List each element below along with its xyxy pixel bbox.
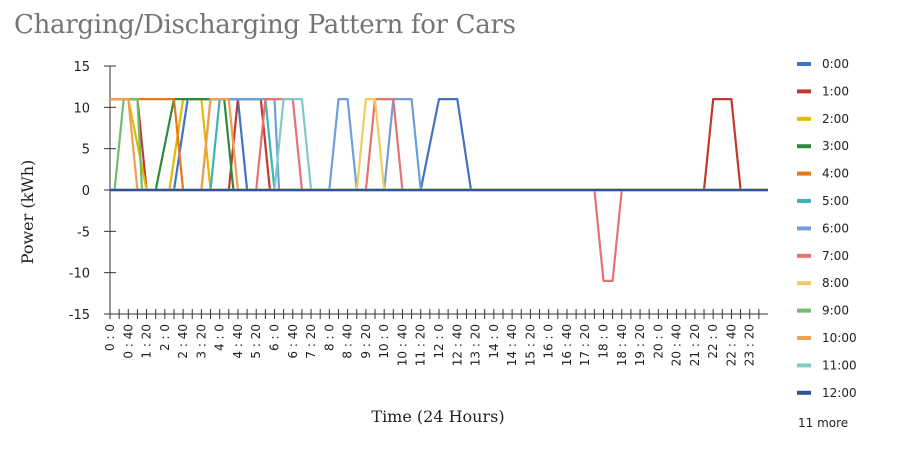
x-tick-label: 21 : 20 xyxy=(688,324,702,366)
x-tick-label: 1 : 20 xyxy=(140,324,154,359)
x-tick-label: 10 : 0 xyxy=(377,324,391,359)
x-tick-label: 4 : 40 xyxy=(231,324,245,359)
chart-title: Charging/Discharging Pattern for Cars xyxy=(14,10,516,40)
x-tick-label: 15 : 20 xyxy=(523,324,537,366)
x-tick-label: 6 : 40 xyxy=(286,324,300,359)
x-tick-label: 3 : 20 xyxy=(194,324,208,359)
x-tick-label: 7 : 20 xyxy=(304,324,318,359)
legend-swatch xyxy=(797,281,811,286)
x-tick-label: 2 : 0 xyxy=(158,324,172,351)
legend-swatch xyxy=(797,253,811,258)
x-tick-label: 0 : 0 xyxy=(103,324,117,351)
x-tick-label: 8 : 40 xyxy=(341,324,355,359)
series-line-1-00 xyxy=(110,97,768,192)
x-tick-label: 9 : 20 xyxy=(359,324,373,359)
x-tick-label: 23 : 20 xyxy=(743,324,757,366)
x-tick-label: 0 : 40 xyxy=(121,324,135,359)
legend-item-label: 7:00 xyxy=(822,249,849,263)
legend-item-label: 9:00 xyxy=(822,304,849,318)
legend-item-label: 10:00 xyxy=(822,331,857,345)
x-tick-label: 22 : 40 xyxy=(724,324,738,366)
legend: 0:00 1:00 2:00 3:00 4:00 5:00 6:00 7:00 8:00 9:00… xyxy=(797,57,857,400)
legend-swatch xyxy=(797,336,811,340)
legend-swatch xyxy=(797,390,811,395)
x-tick-label: 10 : 40 xyxy=(395,324,409,366)
legend-item-label: 1:00 xyxy=(822,84,849,98)
series-line-2-00 xyxy=(110,97,768,192)
x-tick-label: 16 : 40 xyxy=(560,324,574,366)
y-axis-label: Power (kWh) xyxy=(18,160,37,265)
legend-item-label: 0:00 xyxy=(822,57,849,71)
y-tick-label: 15 xyxy=(73,60,90,75)
y-tick-label: -10 xyxy=(69,267,90,282)
x-tick-label: 17 : 20 xyxy=(578,324,592,366)
series-line-7-00 xyxy=(110,97,768,282)
x-tick-label: 6 : 0 xyxy=(268,324,282,351)
legend-swatch xyxy=(797,144,811,149)
legend-item-label: 4:00 xyxy=(822,167,849,181)
y-tick-label: 5 xyxy=(82,143,90,158)
legend-item-label: 6:00 xyxy=(822,221,849,235)
x-tick-label: 20 : 40 xyxy=(670,324,684,366)
y-tick-label: 0 xyxy=(82,184,90,199)
x-tick-label: 19 : 20 xyxy=(633,324,647,366)
legend-item-label: 2:00 xyxy=(822,112,849,126)
legend-item-label: 3:00 xyxy=(822,139,849,153)
legend-item-label: 11:00 xyxy=(822,358,857,372)
x-tick-label: 12 : 40 xyxy=(450,324,464,366)
x-tick-label: 8 : 0 xyxy=(322,324,336,351)
legend-item-label: 5:00 xyxy=(822,194,849,208)
x-tick-label: 16 : 0 xyxy=(542,324,556,359)
legend-more-link[interactable]: 11 more xyxy=(798,416,848,430)
y-tick-label: -5 xyxy=(77,225,90,240)
legend-swatch xyxy=(797,226,811,231)
legend-swatch xyxy=(797,116,811,121)
x-tick-label: 18 : 40 xyxy=(615,324,629,366)
legend-swatch xyxy=(797,62,811,66)
x-tick-label: 14 : 40 xyxy=(505,324,519,366)
x-tick-label: 14 : 0 xyxy=(487,324,501,359)
x-tick-label: 22 : 0 xyxy=(706,324,720,359)
x-tick-label: 20 : 0 xyxy=(651,324,665,359)
x-tick-label: 11 : 20 xyxy=(414,324,428,366)
x-tick-label: 2 : 40 xyxy=(176,324,190,359)
legend-item-label: 8:00 xyxy=(822,276,849,290)
legend-swatch xyxy=(797,363,811,368)
y-axis-ticks: 15 10 5 0 -5 -10 -15 xyxy=(69,60,116,323)
series-layer xyxy=(110,97,768,282)
series-line-10-00 xyxy=(110,97,768,192)
x-tick-label: 13 : 20 xyxy=(469,324,483,366)
legend-swatch xyxy=(797,89,811,94)
legend-swatch xyxy=(797,171,811,176)
x-axis-label: Time (24 Hours) xyxy=(371,407,504,426)
x-axis-ticks: 0 : 0 0 : 40 1 : 20 2 : 0 2 : 40 3 : 20 4 : 0 4… xyxy=(103,309,760,366)
y-tick-label: -15 xyxy=(69,308,90,323)
y-tick-label: 10 xyxy=(73,101,90,116)
legend-swatch xyxy=(797,308,811,313)
legend-swatch xyxy=(797,199,811,203)
legend-item-label: 12:00 xyxy=(822,386,857,400)
x-tick-label: 5 : 20 xyxy=(249,324,263,359)
x-tick-label: 12 : 0 xyxy=(432,324,446,359)
x-tick-label: 18 : 0 xyxy=(597,324,611,359)
x-tick-label: 4 : 0 xyxy=(213,324,227,351)
